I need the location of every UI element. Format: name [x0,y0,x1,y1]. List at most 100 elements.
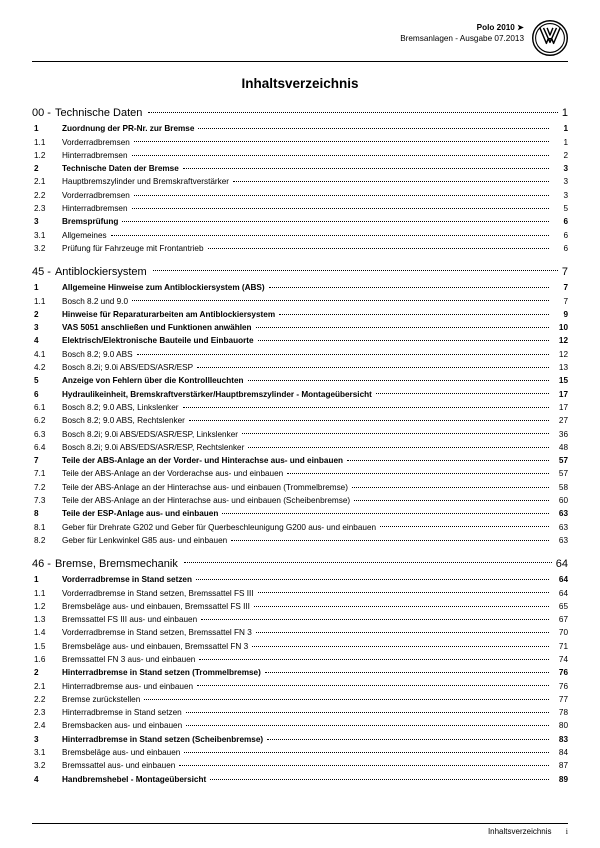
entry-label: Hinterradbremse in Stand setzen (Trommel… [62,667,265,680]
entry-page: 9 [552,309,568,322]
entry-num: 2.2 [32,190,62,203]
model-name: Polo 2010 ➤ [400,22,524,33]
entry-page: 87 [552,760,568,773]
entry-num: 2 [32,667,62,680]
entry-page: 71 [552,641,568,654]
entry-num: 7.1 [32,468,62,481]
entry-label: Prüfung für Fahrzeuge mit Frontantrieb [62,243,208,256]
entry-page: 7 [552,282,568,295]
entry-page: 84 [552,747,568,760]
leader-dots [184,562,552,563]
entry-label: Bremssattel FS III aus- und einbauen [62,614,201,627]
leader-dots [265,672,549,673]
entry-num: 1.1 [32,137,62,150]
entry-label: Anzeige von Fehlern über die Kontrollleu… [62,375,248,388]
toc-entry: 7.2Teile der ABS-Anlage an der Hinterach… [32,481,568,494]
entry-page: 64 [552,574,568,587]
toc-entry: 2Hinterradbremse in Stand setzen (Tromme… [32,667,568,680]
leader-dots [153,270,558,271]
toc-entry: 6.4Bosch 8.2i; 9.0i ABS/EDS/ASR/ESP, Rec… [32,442,568,455]
entry-label: Technische Daten der Bremse [62,163,183,176]
entry-num: 6.1 [32,402,62,415]
leader-dots [111,235,549,236]
entry-label: Hinterradbremsen [62,203,132,216]
entry-label: Elektrisch/Elektronische Bauteile und Ei… [62,335,258,348]
toc-entry: 2.1Hinterradbremse aus- und einbauen76 [32,680,568,693]
leader-dots [179,765,549,766]
toc-entry: 5Anzeige von Fehlern über die Kontrollle… [32,375,568,388]
leader-dots [134,141,549,142]
entry-page: 6 [552,216,568,229]
toc-entry: 8.2Geber für Lenkwinkel G85 aus- und ein… [32,535,568,548]
entry-num: 8.2 [32,535,62,548]
entry-page: 78 [552,707,568,720]
entry-num: 6.3 [32,429,62,442]
toc-entry: 1.2Hinterradbremsen2 [32,150,568,163]
entry-label: Hinterradbremse aus- und einbauen [62,681,197,694]
entry-page: 57 [552,468,568,481]
leader-dots [287,473,549,474]
entry-num: 1.5 [32,641,62,654]
entry-page: 6 [552,243,568,256]
entry-num: 1.1 [32,588,62,601]
toc-entry: 4.2Bosch 8.2i; 9.0i ABS/EDS/ASR/ESP13 [32,362,568,375]
entry-label: Bosch 8.2i; 9.0i ABS/EDS/ASR/ESP, Rechts… [62,442,248,455]
toc-entry: 2.3Hinterradbremse in Stand setzen78 [32,707,568,720]
leader-dots [201,619,549,620]
toc-entry: 3Hinterradbremse in Stand setzen (Scheib… [32,733,568,746]
entry-label: Bosch 8.2 und 9.0 [62,296,132,309]
entry-num: 2.3 [32,203,62,216]
entry-num: 4.1 [32,349,62,362]
toc-entry: 3.2Prüfung für Fahrzeuge mit Frontantrie… [32,243,568,256]
entry-num: 1 [32,574,62,587]
entry-label: Bosch 8.2i; 9.0i ABS/EDS/ASR/ESP [62,362,197,375]
entry-label: Bremsbeläge aus- und einbauen, Bremssatt… [62,601,254,614]
leader-dots [189,420,549,421]
entry-label: Bremsbacken aus- und einbauen [62,720,186,733]
leader-dots [376,393,549,394]
leader-dots [256,327,549,328]
entry-num: 8.1 [32,522,62,535]
entry-num: 2 [32,309,62,322]
section-heading: 45 -Antiblockiersystem7 [32,266,568,278]
entry-num: 3.1 [32,230,62,243]
leader-dots [132,300,549,301]
entry-page: 3 [552,163,568,176]
entry-num: 1 [32,282,62,295]
entry-label: Vorderradbremsen [62,137,134,150]
entry-page: 3 [552,190,568,203]
toc-entry: 8.1Geber für Drehrate G202 und Geber für… [32,521,568,534]
entry-num: 2.3 [32,707,62,720]
entry-num: 6 [32,389,62,402]
entry-label: Geber für Lenkwinkel G85 aus- und einbau… [62,535,231,548]
entry-label: Vorderradbremsen [62,190,134,203]
entry-page: 60 [552,495,568,508]
entries-group: 1Allgemeine Hinweise zum Antiblockiersys… [32,282,568,548]
leader-dots [186,725,549,726]
entry-num: 6.4 [32,442,62,455]
entry-page: 74 [552,654,568,667]
section-page: 1 [562,107,568,119]
toc-entry: 1Zuordnung der PR-Nr. zur Bremse1 [32,123,568,136]
doc-subtitle: Bremsanlagen - Ausgabe 07.2013 [400,33,524,44]
entry-page: 63 [552,522,568,535]
entry-label: Teile der ABS-Anlage an der Vorder- und … [62,455,347,468]
entry-label: Teile der ESP-Anlage aus- und einbauen [62,508,222,521]
entry-label: Bremssattel aus- und einbauen [62,760,179,773]
leader-dots [352,487,549,488]
leader-dots [231,540,549,541]
leader-dots [144,699,549,700]
leader-dots [183,168,549,169]
toc-entry: 6.3Bosch 8.2i; 9.0i ABS/EDS/ASR/ESP, Lin… [32,428,568,441]
entry-page: 76 [552,667,568,680]
toc-entry: 2Technische Daten der Bremse3 [32,163,568,176]
entry-page: 12 [552,349,568,362]
toc-entry: 2Hinweise für Reparaturarbeiten am Antib… [32,309,568,322]
toc-entry: 7.3Teile der ABS-Anlage an der Hinterach… [32,495,568,508]
entry-num: 4 [32,335,62,348]
leader-dots [248,380,549,381]
entry-num: 1.6 [32,654,62,667]
footer-page: i [566,827,568,836]
leader-dots [347,460,549,461]
section-heading: 00 -Technische Daten1 [32,107,568,119]
